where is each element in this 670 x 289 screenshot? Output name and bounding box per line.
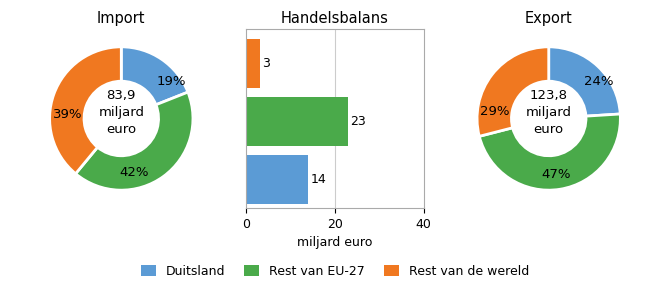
Text: 3: 3 (262, 57, 270, 70)
Bar (247, 39, 260, 88)
Text: 123,8
miljard
euro: 123,8 miljard euro (526, 89, 572, 136)
Text: 14: 14 (311, 173, 326, 186)
Wedge shape (50, 47, 121, 174)
Wedge shape (76, 92, 193, 190)
Text: 47%: 47% (541, 168, 571, 181)
Wedge shape (549, 47, 620, 116)
Legend: Duitsland, Rest van EU-27, Rest van de wereld: Duitsland, Rest van EU-27, Rest van de w… (136, 260, 534, 283)
Title: Export: Export (525, 11, 573, 26)
Wedge shape (477, 47, 549, 136)
Text: 42%: 42% (119, 166, 149, 179)
Text: 24%: 24% (584, 75, 614, 88)
Text: 83,9
miljard
euro: 83,9 miljard euro (98, 89, 144, 136)
Text: 19%: 19% (157, 75, 186, 88)
Text: 29%: 29% (480, 105, 510, 118)
Text: 39%: 39% (53, 108, 82, 121)
Bar (247, 155, 308, 204)
Wedge shape (121, 47, 188, 105)
Text: 23: 23 (350, 115, 366, 128)
Title: Import: Import (97, 11, 145, 26)
Title: Handelsbalans: Handelsbalans (281, 11, 389, 26)
X-axis label: miljard euro: miljard euro (297, 236, 373, 249)
Wedge shape (479, 114, 620, 190)
Bar (247, 97, 348, 146)
